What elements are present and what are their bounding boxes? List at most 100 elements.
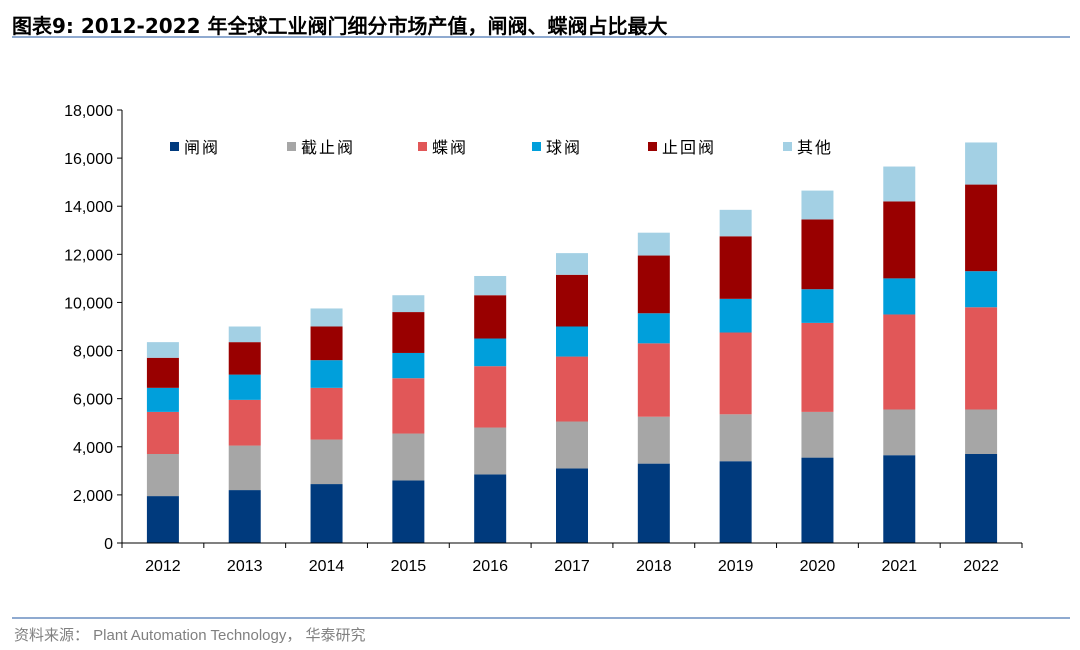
x-tick-label: 2019: [718, 558, 754, 575]
bar-2012-series-2: [146, 411, 179, 454]
bar-2021-series-3: [883, 278, 916, 315]
bar-2014-series-5: [310, 308, 343, 327]
y-tick-label: 4,000: [73, 440, 113, 457]
bar-2018-series-5: [637, 232, 670, 256]
x-tick-label: 2013: [227, 558, 263, 575]
x-tick-label: 2014: [309, 558, 345, 575]
x-tick-label: 2021: [881, 558, 917, 575]
bar-2015-series-5: [392, 295, 425, 313]
bar-2014-series-2: [310, 387, 343, 440]
bar-2019-series-0: [719, 461, 752, 543]
bar-2022-series-2: [965, 307, 998, 410]
bar-2012-series-0: [146, 496, 179, 543]
bar-2012-series-4: [146, 357, 179, 388]
y-tick-label: 12,000: [64, 247, 113, 264]
y-tick-label: 2,000: [73, 488, 113, 505]
legend-swatch-0: [170, 142, 179, 151]
bar-2016-series-1: [474, 427, 507, 475]
bar-2022-series-4: [965, 184, 998, 272]
bar-2016-series-0: [474, 474, 507, 543]
bar-2020-series-0: [801, 457, 834, 543]
bar-2019-series-1: [719, 414, 752, 462]
bar-2022-series-3: [965, 271, 998, 308]
legend-label-3: 球阀: [546, 139, 582, 157]
bar-2015-series-4: [392, 312, 425, 353]
title-underline: [12, 36, 1070, 38]
axes-layer: 0 2,000 4,000 6,000 8,000 10,000 12,000 14,000 1…: [64, 103, 1023, 575]
bar-2018-series-4: [637, 255, 670, 314]
bar-2018-series-1: [637, 416, 670, 464]
bar-2020-series-2: [801, 322, 834, 412]
legend-label-1: 截止阀: [301, 139, 355, 157]
bar-2016-series-5: [474, 275, 507, 296]
x-tick-label: 2022: [963, 558, 999, 575]
bar-2016-series-3: [474, 338, 507, 367]
x-tick-label: 2020: [800, 558, 836, 575]
bar-2016-series-4: [474, 295, 507, 339]
bar-2020-series-5: [801, 190, 834, 220]
x-tick-label: 2017: [554, 558, 590, 575]
legend-swatch-4: [648, 142, 657, 151]
bar-2022-series-0: [965, 453, 998, 543]
y-tick-label: 0: [104, 536, 113, 553]
bar-2019-series-3: [719, 298, 752, 333]
bar-2015-series-2: [392, 378, 425, 434]
bar-2022-series-5: [965, 142, 998, 185]
bars-layer: [146, 142, 998, 543]
bar-2021-series-4: [883, 201, 916, 279]
bar-2019-series-4: [719, 236, 752, 299]
bar-2017-series-3: [556, 326, 588, 357]
bar-2014-series-3: [310, 360, 343, 388]
bar-2012-series-1: [146, 453, 179, 497]
bar-2020-series-1: [801, 411, 834, 458]
bar-2018-series-2: [637, 343, 670, 417]
x-tick-label: 2018: [636, 558, 672, 575]
y-tick-label: 16,000: [64, 151, 113, 168]
legend-label-5: 其他: [797, 139, 833, 157]
x-tick-label: 2016: [472, 558, 508, 575]
legend-label-2: 蝶阀: [432, 139, 468, 157]
legend-swatch-5: [783, 142, 792, 151]
bar-2021-series-1: [883, 409, 916, 456]
bar-2013-series-5: [228, 326, 261, 343]
x-tick-label: 2015: [391, 558, 427, 575]
bar-2017-series-0: [556, 468, 588, 543]
bar-2021-series-0: [883, 455, 916, 543]
bar-2019-series-2: [719, 332, 752, 415]
legend-swatch-1: [287, 142, 296, 151]
bar-2015-series-1: [392, 433, 425, 481]
y-tick-label: 18,000: [64, 103, 113, 120]
bar-2022-series-1: [965, 409, 998, 454]
bar-2018-series-0: [637, 463, 670, 543]
y-tick-label: 10,000: [64, 295, 113, 312]
legend-swatch-2: [418, 142, 427, 151]
legend-label-4: 止回阀: [662, 139, 716, 157]
bar-2017-series-1: [556, 421, 588, 469]
source-note: 资料来源： Plant Automation Technology， 华泰研究: [14, 627, 366, 644]
legend-label-0: 闸阀: [184, 139, 220, 157]
x-tick-label: 2012: [145, 558, 181, 575]
legend-swatch-3: [532, 142, 541, 151]
bar-2020-series-4: [801, 219, 834, 290]
bar-2017-series-2: [556, 356, 588, 422]
bar-2013-series-2: [228, 399, 261, 446]
bar-2017-series-4: [556, 274, 588, 327]
source-rule: [12, 617, 1070, 619]
y-tick-label: 14,000: [64, 199, 113, 216]
y-tick-label: 6,000: [73, 392, 113, 409]
bar-2014-series-0: [310, 484, 343, 543]
bar-2020-series-3: [801, 289, 834, 323]
legend: 闸阀 截止阀 蝶阀 球阀 止回阀 其他: [170, 139, 833, 157]
bar-2012-series-3: [146, 387, 179, 412]
bar-2016-series-2: [474, 366, 507, 428]
figure-title: 图表9: 2012-2022 年全球工业阀门细分市场产值，闸阀、蝶阀占比最大: [12, 14, 668, 38]
bar-2013-series-1: [228, 445, 261, 491]
bar-2021-series-5: [883, 166, 916, 202]
y-tick-label: 8,000: [73, 344, 113, 361]
bar-2013-series-3: [228, 374, 261, 400]
bar-2015-series-3: [392, 352, 425, 379]
bar-2014-series-1: [310, 439, 343, 485]
bar-2014-series-4: [310, 326, 343, 361]
bar-2017-series-5: [556, 253, 588, 275]
bar-2013-series-0: [228, 490, 261, 543]
